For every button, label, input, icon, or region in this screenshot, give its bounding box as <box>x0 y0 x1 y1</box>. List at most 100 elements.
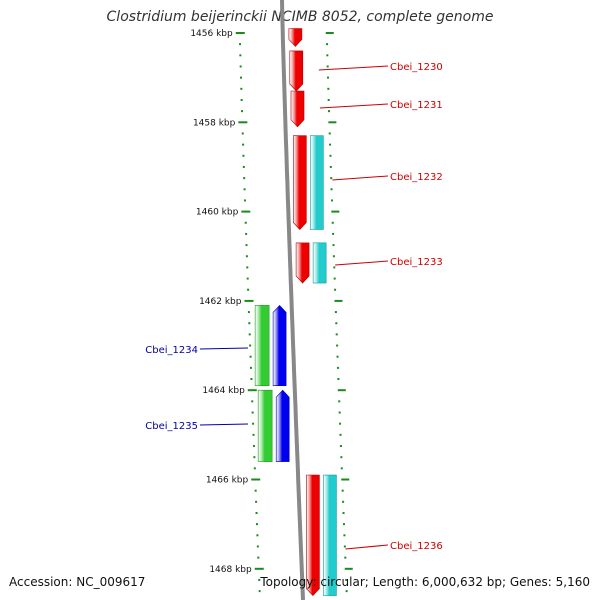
tick-label: 1460 kbp <box>196 208 239 218</box>
ruler-tick-right <box>330 177 333 180</box>
ruler-tick-left <box>252 433 255 436</box>
ruler-tick-left <box>235 32 245 34</box>
ruler-tick-left <box>239 76 242 79</box>
ruler-tick-right <box>341 489 344 492</box>
ruler-tick-right <box>339 433 342 436</box>
topology-text: Topology: circular; Length: 6,000,632 bp… <box>260 575 590 589</box>
ruler-tick-left <box>239 54 242 57</box>
tick-label: 1456 kbp <box>190 29 233 39</box>
ruler-tick-left <box>241 210 251 213</box>
ruler-tick-right <box>333 277 336 280</box>
label-leader <box>199 347 249 350</box>
gene-arrow <box>290 90 305 128</box>
tick-label: 1458 kbp <box>193 118 236 128</box>
ruler-tick-right <box>340 456 343 459</box>
ruler-tick-right <box>336 344 339 347</box>
ruler-tick-right <box>330 188 333 191</box>
ruler-tick-right <box>337 389 346 392</box>
ruler-tick-right <box>328 110 331 113</box>
gene-label: Cbei_1233 <box>390 257 443 268</box>
ruler-tick-left <box>246 277 249 280</box>
label-leader <box>335 260 389 266</box>
gene-arrow <box>295 242 310 284</box>
ruler-tick-left <box>247 389 257 392</box>
ruler-tick-left <box>242 154 245 157</box>
ruler-tick-left <box>245 244 248 247</box>
genome-backbone <box>280 0 305 600</box>
ruler-tick-left <box>257 556 260 559</box>
gene-arrow <box>289 50 304 92</box>
ruler-tick-left <box>254 567 264 570</box>
ruler-tick-left <box>244 299 254 302</box>
ruler-tick-left <box>256 545 259 548</box>
cds-bar <box>310 135 324 230</box>
ruler-tick-right <box>328 121 337 124</box>
label-leader <box>319 103 389 109</box>
ruler-tick-left <box>246 266 249 269</box>
ruler-tick-left <box>253 456 256 459</box>
ruler-tick-left <box>241 132 244 135</box>
ruler-tick-right <box>334 299 343 302</box>
ruler-tick-left <box>255 523 258 526</box>
label-leader <box>332 175 389 181</box>
ruler-tick-left <box>243 199 246 202</box>
ruler-tick-right <box>335 333 338 336</box>
gene-label: Cbei_1231 <box>390 100 443 111</box>
gene-arrow <box>292 135 307 230</box>
ruler-tick-right <box>344 567 353 570</box>
gene-arrow <box>306 474 320 597</box>
ruler-tick-left <box>242 143 245 146</box>
ruler-tick-left <box>251 478 261 481</box>
ruler-tick-left <box>239 65 242 68</box>
gene-label: Cbei_1232 <box>390 172 443 183</box>
ruler-tick-left <box>251 411 254 414</box>
ruler-tick-left <box>248 322 251 325</box>
ruler-tick-right <box>332 244 335 247</box>
ruler-tick-right <box>338 400 341 403</box>
ruler-tick-right <box>342 523 345 526</box>
ruler-tick-right <box>333 266 336 269</box>
ruler-tick-right <box>343 534 346 537</box>
ruler-tick-right <box>338 411 341 414</box>
map-title: Clostridium beijerinckii NCIMB 8052, com… <box>106 9 494 25</box>
ruler-tick-right <box>340 467 343 470</box>
ruler-tick-right <box>339 422 342 425</box>
ruler-tick-left <box>248 333 251 336</box>
ruler-tick-left <box>252 422 255 425</box>
ruler-tick-left <box>252 445 255 448</box>
ruler-tick-right <box>332 232 335 235</box>
tick-label: 1466 kbp <box>206 476 249 486</box>
ruler-tick-left <box>253 467 256 470</box>
ruler-tick-left <box>240 98 243 101</box>
gene-label: Cbei_1235 <box>145 421 198 432</box>
ruler-tick-right <box>345 578 348 581</box>
ruler-tick-right <box>334 311 337 314</box>
ruler-tick-right <box>329 165 332 168</box>
ruler-tick-left <box>247 288 250 291</box>
ruler-tick-right <box>326 65 329 68</box>
ruler-tick-right <box>326 76 329 79</box>
ruler-tick-left <box>247 311 250 314</box>
ruler-tick-right <box>328 132 331 135</box>
label-leader <box>199 423 249 426</box>
label-leader <box>318 65 389 71</box>
ruler-tick-left <box>245 232 248 235</box>
ruler-tick-right <box>329 154 332 157</box>
ruler-tick-left <box>251 400 254 403</box>
ruler-tick-right <box>325 32 334 34</box>
cds-bar <box>312 242 327 284</box>
ruler-tick-right <box>331 221 334 224</box>
ruler-tick-left <box>242 165 245 168</box>
ruler-tick-right <box>342 511 345 514</box>
ruler-tick-left <box>249 344 252 347</box>
ruler-tick-right <box>341 478 350 481</box>
ruler-tick-right <box>334 288 337 291</box>
ruler-tick-right <box>336 366 339 369</box>
ruler-tick-right <box>332 255 335 258</box>
ruler-tick-right <box>344 556 347 559</box>
ruler-tick-right <box>330 199 333 202</box>
gene-label: Cbei_1230 <box>390 62 443 73</box>
cds-bar <box>323 474 337 596</box>
gene-label: Cbei_1236 <box>390 541 443 552</box>
